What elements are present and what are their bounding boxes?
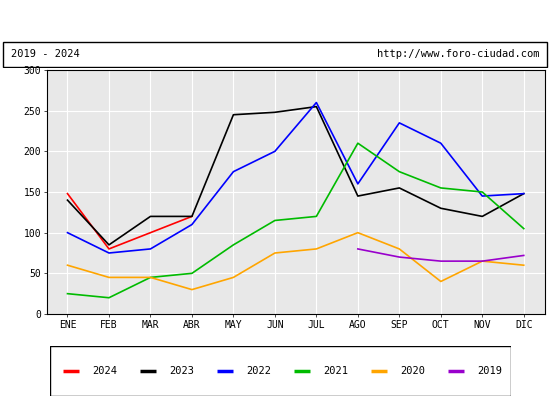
Text: 2023: 2023 — [169, 366, 195, 376]
Text: 2019 - 2024: 2019 - 2024 — [11, 49, 80, 59]
Text: 2024: 2024 — [92, 366, 118, 376]
Text: Evolucion Nº Turistas Extranjeros en el municipio de Almarza: Evolucion Nº Turistas Extranjeros en el … — [35, 14, 515, 28]
Text: 2019: 2019 — [477, 366, 503, 376]
Text: 2022: 2022 — [246, 366, 272, 376]
Text: http://www.foro-ciudad.com: http://www.foro-ciudad.com — [377, 49, 539, 59]
Text: 2020: 2020 — [400, 366, 426, 376]
Text: 2021: 2021 — [323, 366, 349, 376]
